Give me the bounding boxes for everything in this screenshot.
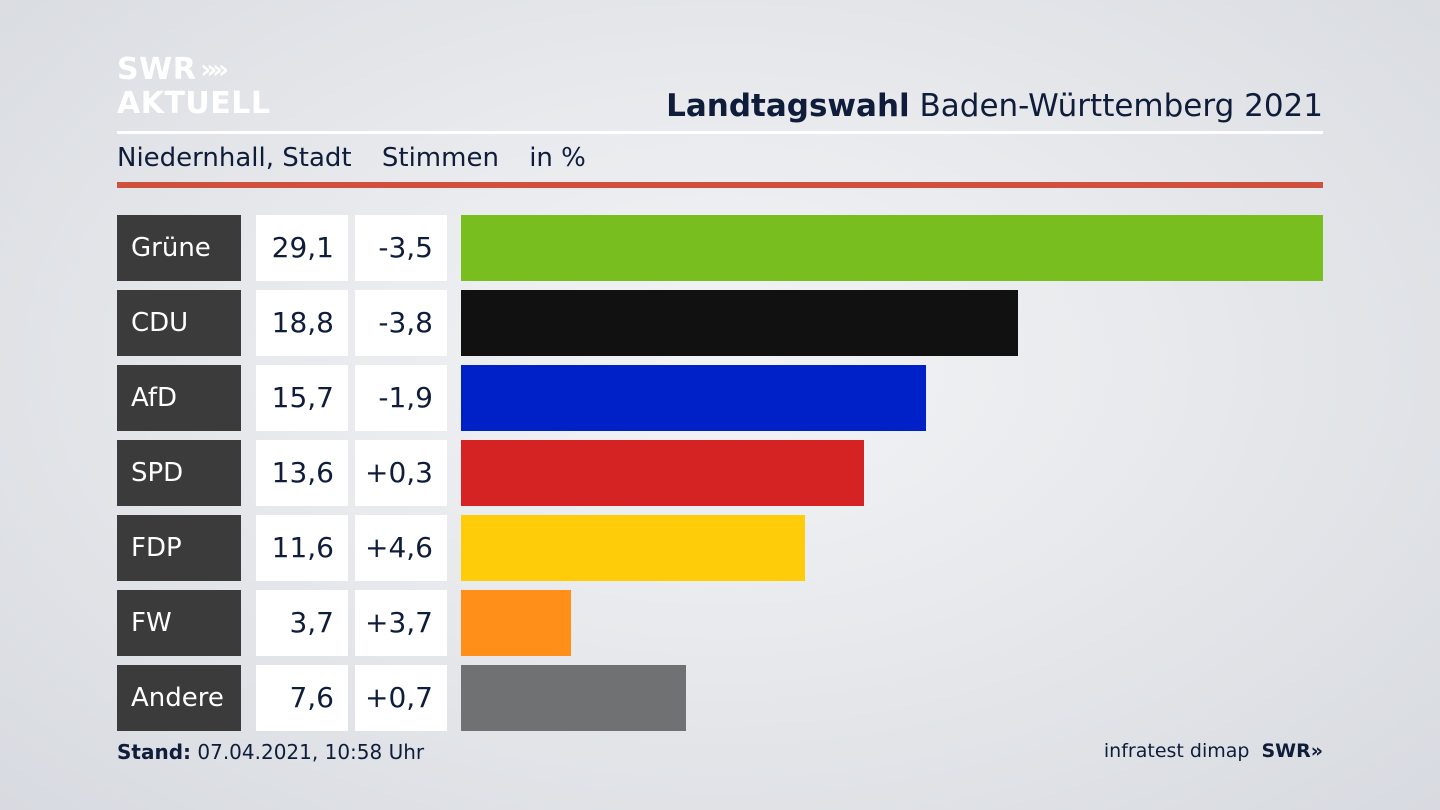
party-label: Grüne	[117, 215, 241, 281]
subheader-divider	[117, 182, 1323, 188]
logo-arrows-icon: »»	[200, 55, 229, 85]
party-label: SPD	[117, 440, 241, 506]
vote-share-value: 7,6	[256, 665, 348, 731]
vote-share-bar	[461, 440, 864, 506]
logo-swr-text: SWR	[117, 52, 197, 87]
metric-label: Stimmen	[381, 143, 499, 173]
vote-share-change: +0,3	[355, 440, 447, 506]
unit-label: in %	[529, 143, 586, 173]
result-row: SPD 13,6 +0,3	[117, 440, 1323, 506]
result-row: FDP 11,6 +4,6	[117, 515, 1323, 581]
vote-share-change: -3,8	[355, 290, 447, 356]
vote-share-bar	[461, 665, 686, 731]
vote-share-bar	[461, 590, 571, 656]
vote-share-change: -1,9	[355, 365, 447, 431]
vote-share-value: 3,7	[256, 590, 348, 656]
vote-share-bar	[461, 515, 805, 581]
party-label: AfD	[117, 365, 241, 431]
party-label: Andere	[117, 665, 241, 731]
page-title: Landtagswahl Baden-Württemberg 2021	[666, 88, 1323, 124]
party-label: FDP	[117, 515, 241, 581]
timestamp-label: Stand:	[117, 740, 192, 764]
swr-aktuell-logo: SWR »» AKTUELL	[117, 55, 271, 119]
page-title-rest: Baden-Württemberg 2021	[909, 88, 1324, 124]
vote-share-change: +0,7	[355, 665, 447, 731]
vote-share-bar	[461, 215, 1323, 281]
vote-share-value: 13,6	[256, 440, 348, 506]
result-row: FW 3,7 +3,7	[117, 590, 1323, 656]
vote-share-bar	[461, 365, 926, 431]
result-row: Grüne 29,1 -3,5	[117, 215, 1323, 281]
source-credit: infratest dimap SWR»	[1104, 740, 1323, 762]
logo-line-1: SWR »»	[117, 55, 271, 85]
result-row: AfD 15,7 -1,9	[117, 365, 1323, 431]
title-divider	[117, 131, 1323, 134]
swr-footer-logo: SWR»	[1261, 740, 1323, 762]
vote-share-value: 11,6	[256, 515, 348, 581]
place-name: Niedernhall, Stadt	[117, 143, 352, 173]
subheader: Niedernhall, Stadt Stimmen in %	[117, 143, 608, 173]
page-title-bold: Landtagswahl	[666, 88, 910, 124]
timestamp: Stand: 07.04.2021, 10:58 Uhr	[117, 740, 424, 764]
vote-share-bar	[461, 290, 1018, 356]
source-name: infratest dimap	[1103, 740, 1250, 762]
vote-share-value: 18,8	[256, 290, 348, 356]
party-label: CDU	[117, 290, 241, 356]
vote-share-change: +3,7	[355, 590, 447, 656]
party-label: FW	[117, 590, 241, 656]
timestamp-value: 07.04.2021, 10:58 Uhr	[191, 740, 425, 764]
logo-aktuell-text: AKTUELL	[117, 86, 271, 121]
vote-share-value: 15,7	[256, 365, 348, 431]
vote-share-change: -3,5	[355, 215, 447, 281]
vote-share-value: 29,1	[256, 215, 348, 281]
vote-share-change: +4,6	[355, 515, 447, 581]
result-row: Andere 7,6 +0,7	[117, 665, 1323, 731]
result-row: CDU 18,8 -3,8	[117, 290, 1323, 356]
